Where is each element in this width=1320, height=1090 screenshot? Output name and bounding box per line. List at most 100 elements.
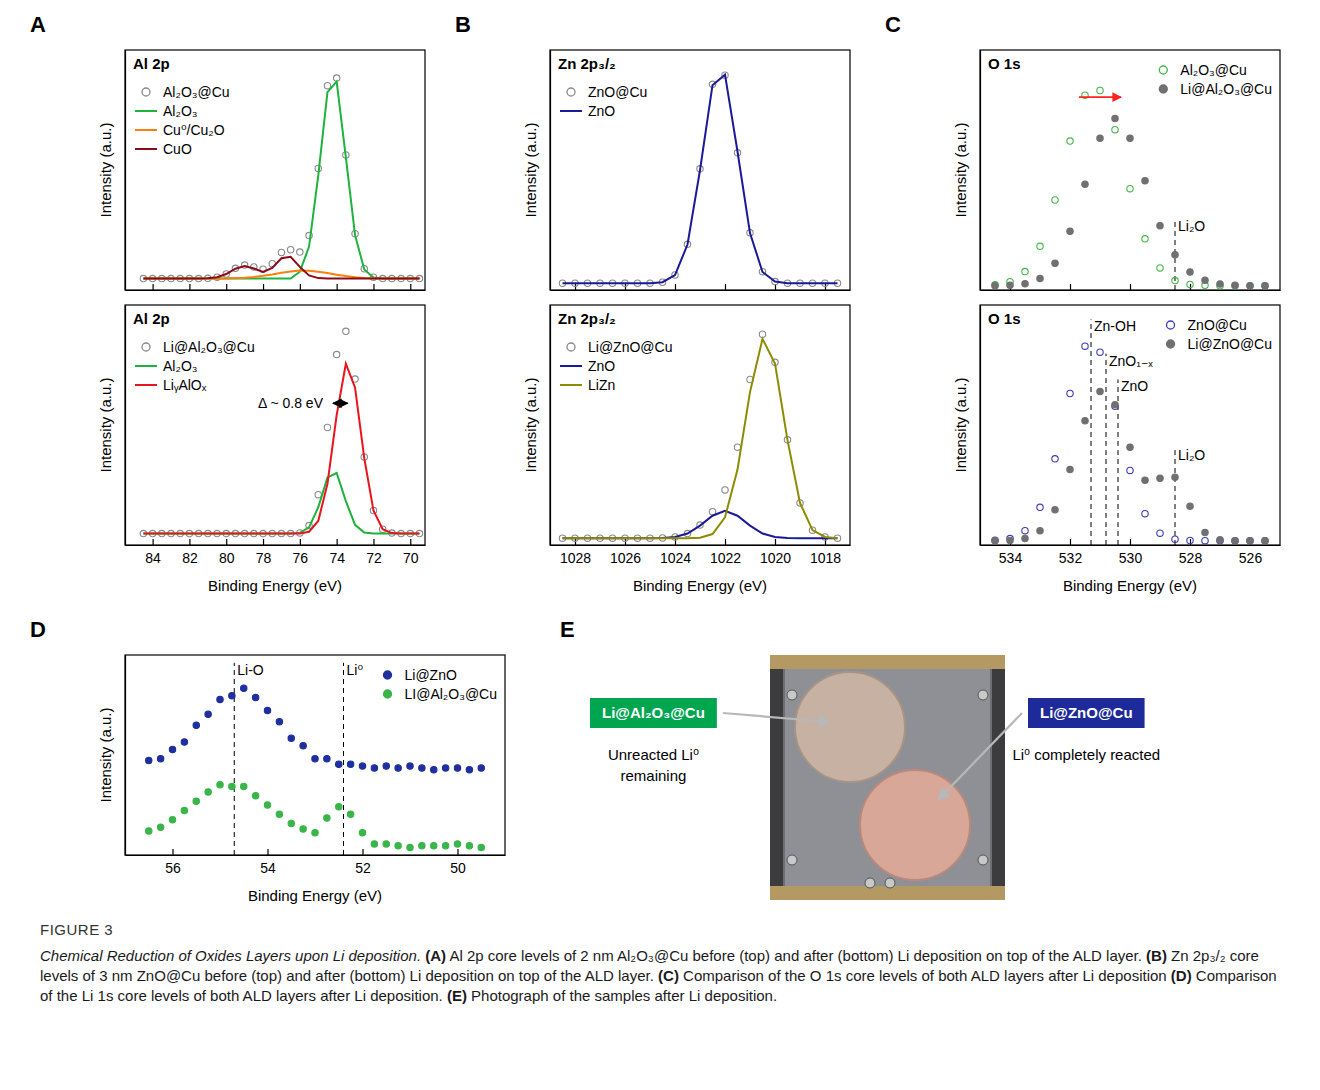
x-tick-mark (267, 849, 268, 855)
x-tick-label: 52 (355, 860, 371, 876)
data-point (205, 711, 211, 717)
subplot-title: Zn 2p₃/₂ (558, 55, 616, 72)
x-tick: 1020 (760, 539, 791, 566)
data-point (442, 765, 448, 771)
data-point (1172, 474, 1178, 480)
x-tick (263, 284, 264, 290)
x-tick: 70 (403, 539, 419, 566)
x-tick: 532 (1059, 539, 1083, 566)
legend: Li@ZnO@CuZnOLiZn (560, 339, 672, 393)
x-tick-mark (263, 284, 264, 290)
data-point (1067, 466, 1073, 472)
data-point (1067, 138, 1073, 144)
x-tick-mark (625, 284, 626, 290)
data-point (1142, 178, 1148, 184)
x-tick-mark (1070, 539, 1071, 545)
x-tick-mark (300, 539, 301, 545)
screw (787, 690, 797, 700)
x-tick-mark (410, 284, 411, 290)
x-axis-line (981, 545, 1281, 546)
data-point (1187, 281, 1193, 287)
data-point (759, 331, 765, 337)
x-axis-line (551, 545, 851, 546)
subplot: 8482807876747270Al 2pΔ ~ 0.8 eVLi@Al₂O₃@… (97, 305, 426, 594)
data-point (359, 830, 365, 836)
subplot-title: Zn 2p₃/₂ (558, 310, 616, 327)
data-point (1262, 283, 1268, 289)
data-point (1247, 538, 1253, 544)
legend-label: LI@Al₂O₃@Cu (405, 686, 497, 702)
fit-line (563, 511, 838, 538)
data-point (181, 739, 187, 745)
data-point (1037, 528, 1043, 534)
fit-line (563, 339, 838, 538)
y-axis (550, 51, 551, 291)
data-point (324, 756, 330, 762)
data-point (1157, 223, 1163, 229)
x-tick: 54 (260, 849, 276, 876)
legend-label: Cu⁰/Cu₂O (163, 122, 225, 138)
reference-label: Li₂O (1178, 218, 1205, 234)
x-axis-title: Binding Energy (eV) (248, 887, 382, 904)
data-point (297, 249, 303, 255)
data-point (157, 756, 163, 762)
legend-symbol (142, 88, 150, 96)
x-tick-label: 1018 (810, 550, 841, 566)
data-point (300, 826, 306, 832)
data-point (722, 487, 728, 493)
reference-label: Li⁰ (347, 662, 364, 678)
y-axis-title: Intensity (a.u.) (952, 122, 969, 217)
y-axis-title: Intensity (a.u.) (522, 377, 539, 472)
x-tick-mark (153, 284, 154, 290)
data-point (217, 781, 223, 787)
sample-note: Unreacted Li⁰remaining (608, 746, 699, 784)
legend-label: Al₂O₃ (163, 103, 197, 119)
x-tick-label: 1020 (760, 550, 791, 566)
data-point (1127, 135, 1133, 141)
pointer-arrow (723, 713, 830, 722)
legend-label: Li@Al₂O₃@Cu (1180, 81, 1272, 97)
data-point (454, 841, 460, 847)
data-point (1097, 87, 1103, 93)
reference-label: ZnO (1121, 378, 1148, 394)
sample-badge (590, 698, 717, 728)
data-point (193, 798, 199, 804)
data-point (1142, 511, 1148, 517)
data-point (264, 802, 270, 808)
reference-line (234, 663, 235, 855)
data-point (1187, 503, 1193, 509)
plot-frame (550, 305, 850, 545)
legend-item: Cu⁰/Cu₂O (135, 122, 225, 138)
data-point (252, 694, 258, 700)
photograph (770, 655, 1005, 900)
data-point (300, 743, 306, 749)
sample-note: Li⁰ completely reacted (1012, 746, 1160, 763)
x-tick (675, 284, 676, 290)
data-point (992, 282, 998, 288)
legend: Li@Al₂O₃@CuAl₂O₃LiᵧAlOₓ (135, 339, 255, 393)
x-tick (725, 284, 726, 290)
data-point (1037, 243, 1043, 249)
legend-symbol (1159, 85, 1167, 93)
data-point (288, 735, 294, 741)
y-axis-line (550, 51, 551, 291)
data-point (359, 763, 365, 769)
x-tick-label: 526 (1239, 550, 1263, 566)
x-tick-label: 70 (403, 550, 419, 566)
data-point (347, 761, 353, 767)
x-tick (1070, 284, 1071, 290)
data-point (371, 841, 377, 847)
data-point (146, 757, 152, 763)
fit-line (143, 82, 419, 279)
data-point (1022, 527, 1028, 533)
x-axis-line (551, 290, 851, 291)
data-point (1187, 537, 1193, 543)
legend-item: ZnO (560, 103, 615, 119)
screw (978, 855, 988, 865)
panel-letter: A (30, 12, 46, 37)
legend-label: Li@ZnO@Cu (1188, 336, 1272, 352)
plot-frame (125, 50, 425, 290)
caption-letter: (B) (1146, 947, 1167, 964)
data-point (324, 815, 330, 821)
subplot: O 1sLi₂OAl₂O₃@CuLi@Al₂O₃@CuIntensity (a.… (885, 12, 1281, 291)
